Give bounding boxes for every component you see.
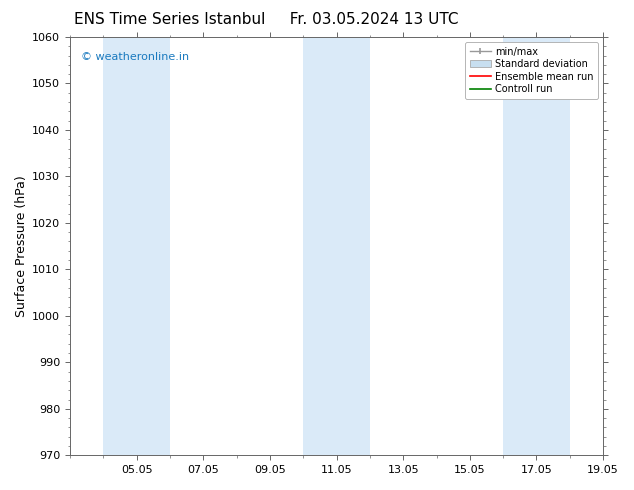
Legend: min/max, Standard deviation, Ensemble mean run, Controll run: min/max, Standard deviation, Ensemble me… [465, 42, 598, 99]
Text: ENS Time Series Istanbul     Fr. 03.05.2024 13 UTC: ENS Time Series Istanbul Fr. 03.05.2024 … [74, 12, 458, 27]
Bar [103, 37, 170, 455]
Bar [503, 37, 570, 455]
Text: © weatheronline.in: © weatheronline.in [81, 51, 189, 62]
Bar [303, 37, 370, 455]
Y-axis label: Surface Pressure (hPa): Surface Pressure (hPa) [15, 175, 28, 317]
